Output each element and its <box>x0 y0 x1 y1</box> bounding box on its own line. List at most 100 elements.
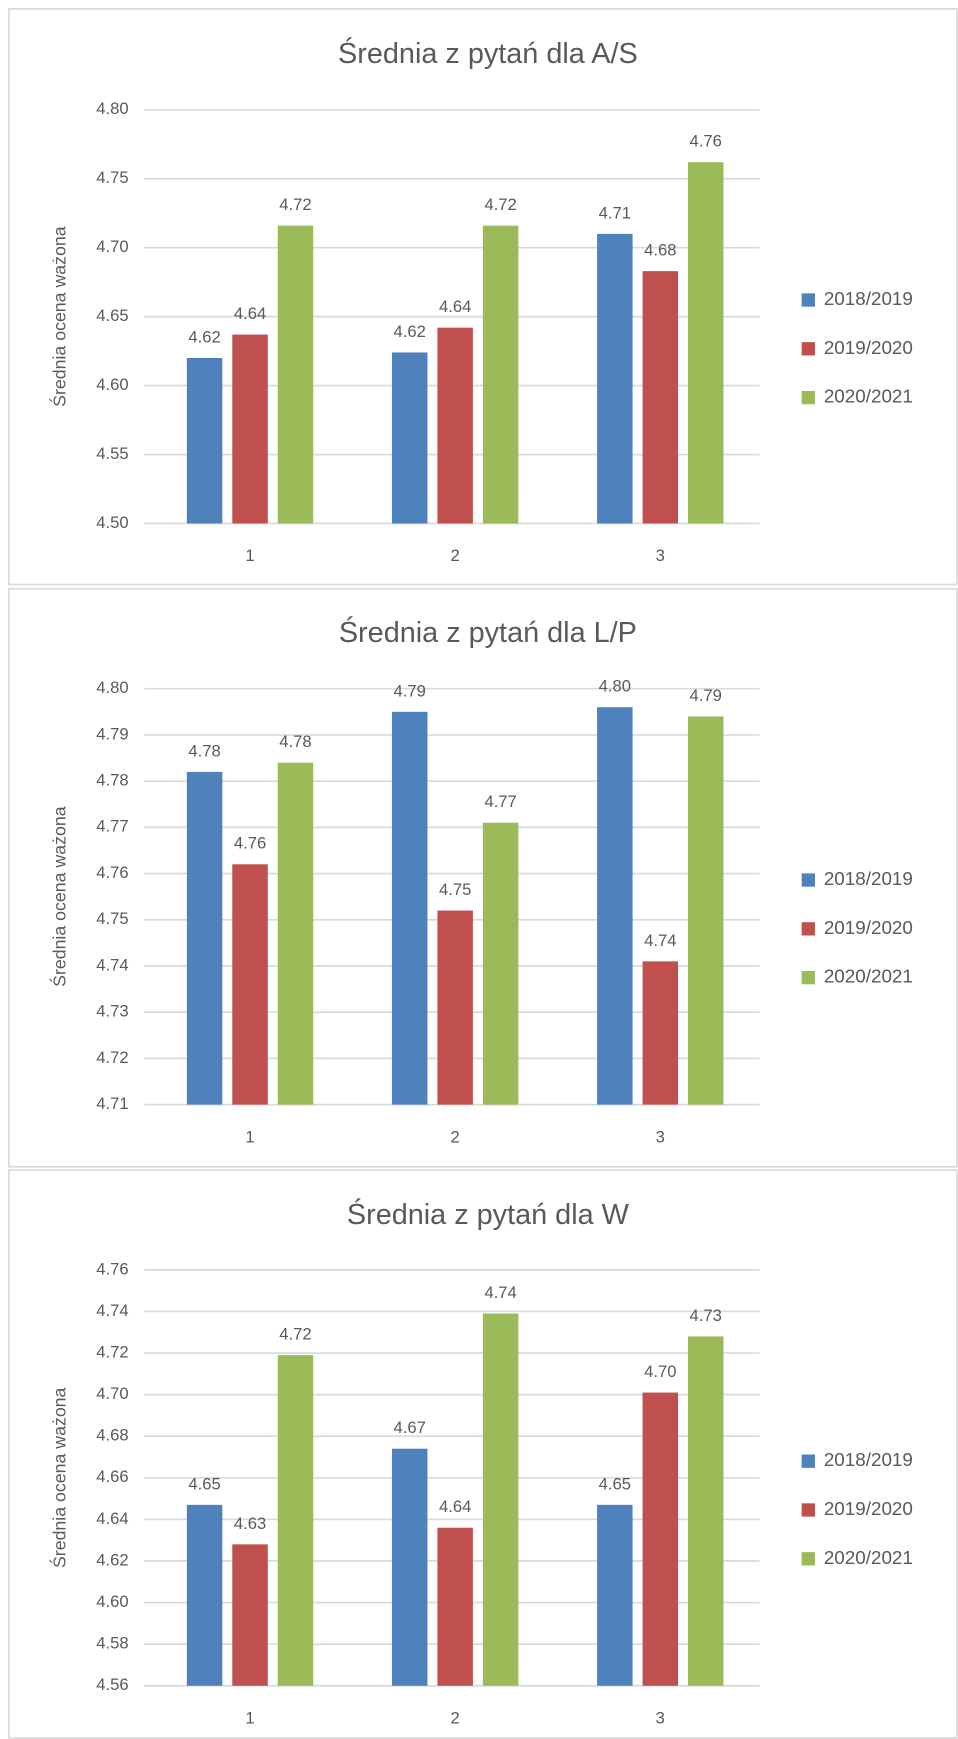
bar <box>186 1504 223 1686</box>
y-tick-label: 4.75 <box>96 909 128 928</box>
data-label: 4.63 <box>234 1514 266 1533</box>
y-tick-label: 4.80 <box>96 99 128 118</box>
data-label: 4.75 <box>439 880 471 899</box>
data-label: 4.68 <box>644 241 676 260</box>
data-label: 4.77 <box>484 792 516 811</box>
legend-swatch <box>801 390 815 405</box>
legend-label: 2018/2019 <box>824 1449 913 1470</box>
bar <box>277 762 314 1105</box>
bar <box>597 233 633 524</box>
y-tick-label: 4.77 <box>96 817 128 836</box>
chart-title: Średnia z pytań dla W <box>347 1197 630 1231</box>
bar <box>391 711 428 1105</box>
bar <box>232 1544 268 1686</box>
y-tick-label: 4.70 <box>96 237 128 256</box>
data-label: 4.64 <box>439 297 471 316</box>
bar <box>597 707 633 1105</box>
legend-swatch <box>801 970 815 985</box>
y-tick-label: 4.74 <box>96 955 128 974</box>
data-label: 4.78 <box>188 741 220 760</box>
bar <box>232 864 268 1105</box>
y-tick-label: 4.72 <box>96 1342 128 1361</box>
bar <box>688 1336 724 1686</box>
y-tick-label: 4.74 <box>96 1301 128 1320</box>
data-label: 4.79 <box>394 681 426 700</box>
data-label: 4.72 <box>279 195 311 214</box>
y-tick-label: 4.65 <box>96 306 128 325</box>
bar <box>482 1313 519 1686</box>
y-tick-label: 4.72 <box>96 1048 128 1067</box>
y-tick-label: 4.73 <box>96 1002 128 1021</box>
y-tick-label: 4.56 <box>96 1675 128 1694</box>
legend-label: 2018/2019 <box>824 868 913 889</box>
bar <box>642 1392 679 1686</box>
y-tick-label: 4.78 <box>96 771 128 790</box>
y-tick-label: 4.62 <box>96 1550 128 1569</box>
legend-swatch <box>801 922 815 936</box>
y-tick-label: 4.50 <box>96 513 128 532</box>
bar <box>688 716 724 1105</box>
x-tick-label: 3 <box>656 1127 665 1146</box>
chart-title: Średnia z pytań dla A/S <box>338 36 638 70</box>
data-label: 4.62 <box>394 322 426 341</box>
y-tick-label: 4.79 <box>96 724 128 743</box>
y-tick-label: 4.58 <box>96 1634 128 1653</box>
data-label: 4.72 <box>484 195 516 214</box>
bar <box>391 352 428 524</box>
data-label: 4.67 <box>394 1418 426 1437</box>
x-tick-label: 3 <box>656 546 665 565</box>
legend-label: 2019/2020 <box>824 917 913 938</box>
x-tick-label: 2 <box>451 1708 460 1727</box>
data-label: 4.64 <box>234 304 266 323</box>
bar <box>186 771 223 1105</box>
y-tick-label: 4.55 <box>96 444 128 463</box>
data-label: 4.62 <box>188 327 220 346</box>
legend-swatch <box>801 1552 815 1566</box>
x-tick-label: 2 <box>451 546 460 565</box>
y-tick-label: 4.80 <box>96 678 128 697</box>
data-label: 4.74 <box>644 931 676 950</box>
legend-label: 2019/2020 <box>824 337 913 358</box>
y-tick-label: 4.71 <box>96 1094 128 1113</box>
data-label: 4.73 <box>690 1306 722 1325</box>
y-tick-label: 4.64 <box>96 1509 128 1528</box>
bar <box>597 1504 633 1686</box>
y-tick-label: 4.60 <box>96 1592 128 1611</box>
legend-label: 2018/2019 <box>824 288 913 309</box>
data-label: 4.78 <box>279 732 311 751</box>
x-tick-label: 3 <box>656 1708 665 1727</box>
legend-label: 2020/2021 <box>824 386 913 407</box>
data-label: 4.76 <box>690 132 722 151</box>
y-tick-label: 4.70 <box>96 1384 128 1403</box>
bar <box>482 225 519 524</box>
bar <box>391 1448 428 1686</box>
y-axis-title: Średnia ocena ważona <box>49 806 70 987</box>
x-tick-label: 1 <box>245 1127 254 1146</box>
data-label: 4.70 <box>644 1362 676 1381</box>
data-label: 4.74 <box>484 1283 516 1302</box>
y-tick-label: 4.76 <box>96 863 128 882</box>
data-label: 4.80 <box>599 677 631 696</box>
data-label: 4.79 <box>690 686 722 705</box>
bar <box>482 822 519 1105</box>
legend-swatch <box>801 293 815 307</box>
data-label: 4.64 <box>439 1497 471 1516</box>
bar <box>437 1527 473 1686</box>
x-tick-label: 1 <box>245 546 254 565</box>
y-axis-title: Średnia ocena ważona <box>49 226 70 407</box>
y-tick-label: 4.68 <box>96 1426 128 1445</box>
y-tick-label: 4.60 <box>96 375 128 394</box>
bar <box>232 334 268 524</box>
legend-swatch <box>801 342 815 356</box>
bar <box>688 162 724 524</box>
y-tick-label: 4.76 <box>96 1259 128 1278</box>
data-label: 4.65 <box>188 1474 220 1493</box>
bar <box>277 225 314 524</box>
y-tick-label: 4.66 <box>96 1467 128 1486</box>
panel <box>8 1169 958 1739</box>
legend-swatch <box>801 1454 815 1468</box>
chart-title: Średnia z pytań dla L/P <box>339 615 637 649</box>
legend-swatch <box>801 1503 815 1517</box>
